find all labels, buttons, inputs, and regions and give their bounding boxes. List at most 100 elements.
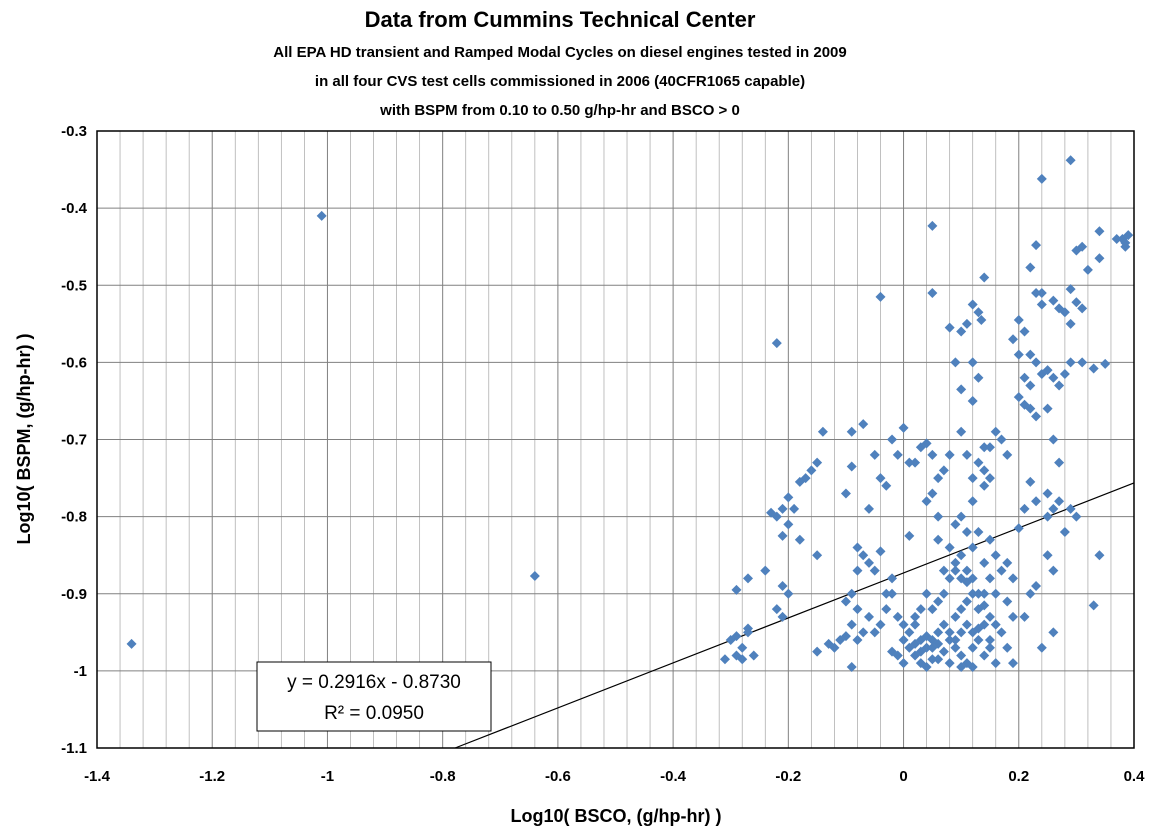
data-point — [846, 619, 857, 630]
data-point — [915, 604, 926, 615]
data-point — [817, 426, 828, 437]
data-point — [789, 503, 800, 514]
x-tick-label: 0.2 — [1008, 768, 1029, 785]
data-point — [956, 650, 967, 661]
data-point — [1013, 523, 1024, 534]
y-tick-label: -0.6 — [61, 354, 87, 371]
data-point — [869, 449, 880, 460]
data-point — [921, 438, 932, 449]
data-point — [1008, 658, 1019, 669]
data-point — [875, 473, 886, 484]
data-point — [967, 299, 978, 310]
data-point — [944, 449, 955, 460]
data-point — [812, 550, 823, 561]
data-point — [863, 503, 874, 514]
data-point — [1065, 318, 1076, 329]
data-point — [748, 650, 759, 661]
chart-subtitle-line-1: All EPA HD transient and Ramped Modal Cy… — [273, 44, 847, 61]
data-point — [1094, 253, 1105, 264]
data-point — [1071, 511, 1082, 522]
data-point — [933, 596, 944, 607]
data-point — [956, 384, 967, 395]
data-point — [1002, 557, 1013, 568]
data-point — [933, 627, 944, 638]
data-point — [898, 422, 909, 433]
data-point — [777, 530, 788, 541]
data-point — [944, 658, 955, 669]
data-point — [979, 465, 990, 476]
data-point — [1008, 611, 1019, 622]
data-point — [1111, 233, 1122, 244]
data-point — [938, 465, 949, 476]
data-point — [1048, 372, 1059, 383]
data-point — [1054, 457, 1065, 468]
data-point — [979, 588, 990, 599]
data-point — [961, 449, 972, 460]
data-point — [973, 527, 984, 538]
data-point — [1025, 349, 1036, 360]
data-point — [961, 527, 972, 538]
data-point — [904, 627, 915, 638]
data-point — [979, 650, 990, 661]
data-point — [950, 642, 961, 653]
data-point — [881, 588, 892, 599]
data-point — [1123, 230, 1134, 241]
data-point — [1094, 550, 1105, 561]
data-point — [927, 604, 938, 615]
data-point — [1059, 527, 1070, 538]
data-point — [846, 588, 857, 599]
data-point — [1065, 503, 1076, 514]
trendline-layer — [454, 482, 1135, 749]
data-point — [984, 642, 995, 653]
data-point — [771, 604, 782, 615]
data-point — [961, 596, 972, 607]
x-tick-label: -0.6 — [545, 768, 571, 785]
y-axis-title: Log10( BSPM, (g/hp-hr) ) — [14, 334, 34, 545]
data-point — [1025, 262, 1036, 273]
data-point — [529, 571, 540, 582]
tick-labels: -1.4 -1.2 -1 -0.8 -0.6 -0.4 -0.2 0 0.2 0.4 -0.3 -0.… — [61, 123, 1145, 785]
data-point — [840, 596, 851, 607]
data-point — [898, 658, 909, 669]
data-point — [990, 588, 1001, 599]
data-point — [852, 635, 863, 646]
data-point — [1048, 565, 1059, 576]
data-point — [812, 646, 823, 657]
data-point — [719, 654, 730, 665]
data-point — [1036, 287, 1047, 298]
data-point — [794, 476, 805, 487]
data-point — [743, 627, 754, 638]
data-point — [1019, 372, 1030, 383]
data-point — [927, 287, 938, 298]
data-point — [1008, 573, 1019, 584]
y-tick-label: -1.1 — [61, 740, 87, 757]
data-point — [316, 210, 327, 221]
chart-subtitle-line-3: with BSPM from 0.10 to 0.50 g/hp-hr and … — [379, 102, 740, 119]
data-point — [973, 457, 984, 468]
data-point — [976, 314, 987, 325]
y-tick-label: -0.9 — [61, 586, 87, 603]
data-point — [950, 357, 961, 368]
data-point — [1100, 358, 1111, 369]
data-point — [933, 654, 944, 665]
x-tick-label: 0.4 — [1124, 768, 1146, 785]
data-point — [961, 318, 972, 329]
data-point — [1077, 357, 1088, 368]
data-point — [967, 588, 978, 599]
data-point — [1013, 314, 1024, 325]
data-points — [126, 155, 1134, 673]
data-point — [938, 565, 949, 576]
data-point — [967, 395, 978, 406]
data-point — [961, 565, 972, 576]
data-point — [777, 611, 788, 622]
data-point — [990, 426, 1001, 437]
data-point — [944, 322, 955, 333]
data-point — [967, 662, 978, 673]
data-point — [990, 619, 1001, 630]
data-point — [892, 449, 903, 460]
y-tick-label: -0.5 — [61, 277, 87, 294]
x-tick-label: -0.4 — [660, 768, 687, 785]
plot-area-border — [96, 130, 1135, 749]
data-point — [777, 581, 788, 592]
data-point — [956, 326, 967, 337]
